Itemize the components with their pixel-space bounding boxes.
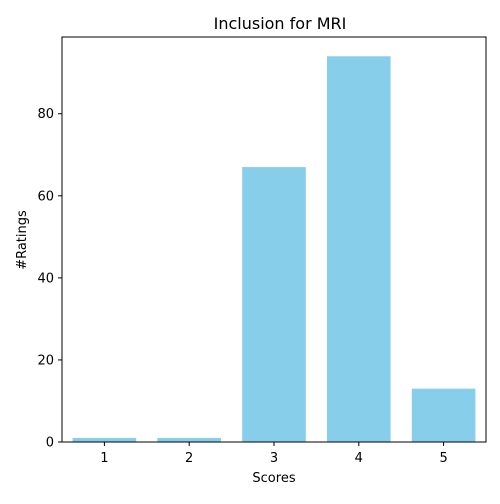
y-tick-label-20: 20 [37, 353, 54, 368]
bars-group [72, 56, 476, 442]
y-tick-label-80: 80 [37, 107, 54, 122]
y-tick-label-0: 0 [46, 436, 54, 451]
x-tick-label-1: 1 [100, 451, 108, 466]
y-axis-label: #Ratings [15, 210, 30, 270]
x-axis: 1 2 3 4 5 [100, 442, 448, 466]
bar-1 [72, 437, 137, 442]
bar-3 [242, 167, 306, 442]
y-axis: 0 20 40 60 80 [37, 107, 62, 451]
x-tick-label-4: 4 [355, 451, 363, 466]
y-tick-label-60: 60 [37, 189, 54, 204]
x-tick-label-2: 2 [185, 451, 193, 466]
bar-2 [157, 437, 221, 442]
x-tick-label-5: 5 [439, 451, 447, 466]
x-axis-label: Scores [252, 471, 295, 486]
y-tick-label-40: 40 [37, 271, 54, 286]
chart-title: Inclusion for MRI [214, 14, 347, 33]
bar-5 [411, 388, 476, 442]
bar-4 [327, 56, 391, 442]
x-tick-label-3: 3 [270, 451, 278, 466]
